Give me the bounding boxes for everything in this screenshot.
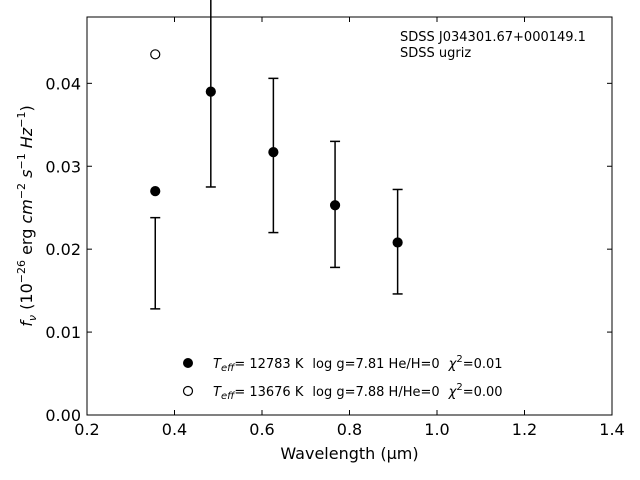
y-axis-label: fν (10−26 erg cm−2 s−1 Hz−1) — [15, 105, 39, 326]
model-point-filled — [268, 147, 279, 158]
x-tick-label: 1.4 — [599, 420, 624, 439]
model-point-filled — [150, 186, 161, 197]
plot-frame — [86, 16, 613, 416]
x-axis-label: Wavelength (μm) — [280, 444, 418, 463]
x-tick-labels: 0.2 0.4 0.6 0.8 1.0 1.2 1.4 — [74, 420, 624, 439]
model-point-filled — [392, 237, 403, 248]
y-tick-labels: 0.00 0.01 0.02 0.03 0.04 — [45, 74, 81, 425]
x-tick-label: 0.6 — [249, 420, 274, 439]
x-tick-label: 0.8 — [337, 420, 362, 439]
y-tick-label: 0.02 — [45, 240, 81, 259]
data-points — [150, 49, 403, 248]
x-tick-label: 1.0 — [424, 420, 449, 439]
y-tick-label: 0.04 — [45, 74, 81, 93]
legend-marker-open — [182, 385, 194, 397]
y-tick-label: 0.01 — [45, 323, 81, 342]
filter-annotation: SDSS ugriz — [400, 46, 471, 61]
legend-marker-filled — [183, 358, 193, 368]
y-tick-label: 0.03 — [45, 157, 81, 176]
y-tick-label: 0.00 — [45, 406, 81, 425]
x-tick-label: 1.2 — [512, 420, 537, 439]
x-tick-label: 0.4 — [162, 420, 187, 439]
model-point-open — [150, 49, 161, 60]
model-point-filled — [329, 200, 341, 211]
object-name-annotation: SDSS J034301.67+000149.1 — [400, 30, 586, 45]
tick-marks — [86, 17, 613, 416]
model-point-filled — [205, 86, 216, 97]
x-tick-label: 0.2 — [74, 420, 99, 439]
